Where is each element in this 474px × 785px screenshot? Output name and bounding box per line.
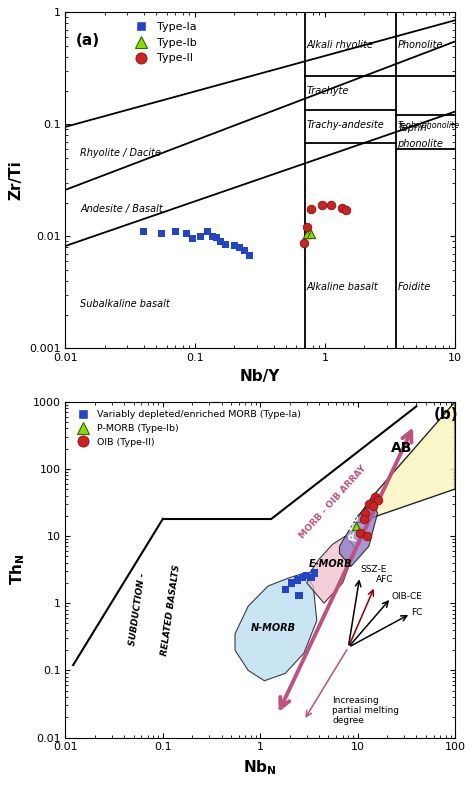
- Text: P-MORB: P-MORB: [349, 496, 363, 541]
- Text: Foidite: Foidite: [398, 283, 431, 292]
- Point: [303, 228, 310, 240]
- Point: [282, 583, 289, 596]
- Polygon shape: [353, 402, 455, 524]
- Text: AB: AB: [391, 440, 412, 455]
- Point: [236, 241, 244, 254]
- Point: [307, 571, 315, 584]
- Point: [374, 494, 382, 506]
- Point: [360, 513, 367, 525]
- Text: Rhyolite / Dacite: Rhyolite / Dacite: [80, 148, 161, 158]
- Legend: Type-Ia, Type-Ib, Type-II: Type-Ia, Type-Ib, Type-II: [126, 18, 201, 68]
- Point: [172, 225, 179, 238]
- Text: Increasing
partial melting
degree: Increasing partial melting degree: [332, 696, 400, 725]
- Point: [308, 203, 315, 215]
- Point: [362, 506, 369, 519]
- X-axis label: Nb$_\mathregular{N}$: Nb$_\mathregular{N}$: [244, 758, 277, 776]
- Text: phonolite: phonolite: [398, 139, 443, 149]
- Legend: Variably depleted/enriched MORB (Type-Ia), P-MORB (Type-Ib), OIB (Type-II): Variably depleted/enriched MORB (Type-Ia…: [70, 407, 304, 451]
- Point: [182, 228, 190, 240]
- Point: [293, 574, 301, 586]
- Text: Trachy-andesite: Trachy-andesite: [307, 120, 384, 130]
- Point: [299, 571, 306, 584]
- Text: MORB - OIB ARRAY: MORB - OIB ARRAY: [297, 464, 367, 541]
- Text: SUBDUCTION -: SUBDUCTION -: [128, 573, 147, 647]
- X-axis label: Nb/Y: Nb/Y: [240, 369, 281, 384]
- Point: [352, 520, 359, 532]
- Point: [338, 202, 346, 214]
- Point: [308, 228, 315, 240]
- Polygon shape: [235, 573, 317, 681]
- Point: [209, 230, 216, 243]
- Text: Andesite / Basalt: Andesite / Basalt: [80, 204, 163, 214]
- Polygon shape: [339, 502, 378, 567]
- Point: [204, 225, 212, 238]
- Point: [300, 236, 307, 249]
- Point: [370, 499, 377, 512]
- Text: Tephri-: Tephri-: [398, 122, 431, 133]
- Point: [197, 230, 204, 243]
- Point: [295, 590, 303, 602]
- Text: (a): (a): [76, 33, 100, 49]
- Text: Alkaline basalt: Alkaline basalt: [307, 283, 378, 292]
- Point: [303, 569, 310, 582]
- Point: [303, 221, 310, 234]
- Point: [158, 228, 165, 240]
- Text: AFC: AFC: [375, 575, 393, 585]
- Point: [241, 244, 248, 257]
- Point: [364, 530, 371, 542]
- Point: [246, 249, 253, 261]
- Text: FC: FC: [411, 608, 423, 617]
- Text: Alkali rhyolite: Alkali rhyolite: [307, 40, 374, 50]
- Point: [356, 527, 364, 539]
- Point: [371, 491, 379, 503]
- Text: E-MORB: E-MORB: [308, 559, 352, 568]
- Point: [319, 199, 326, 211]
- Point: [189, 232, 196, 245]
- Point: [365, 498, 373, 510]
- Text: Tephriphonolite: Tephriphonolite: [398, 122, 460, 130]
- Point: [140, 225, 147, 238]
- Point: [342, 204, 350, 217]
- Point: [311, 567, 319, 579]
- Point: [327, 199, 335, 211]
- Polygon shape: [307, 536, 356, 603]
- Y-axis label: Th$_\mathregular{N}$: Th$_\mathregular{N}$: [9, 554, 27, 586]
- Point: [221, 238, 229, 250]
- Point: [216, 236, 224, 248]
- Text: Subalkaline basalt: Subalkaline basalt: [80, 299, 170, 309]
- Text: Trachyte: Trachyte: [307, 86, 349, 97]
- Point: [231, 239, 238, 252]
- Text: OIB-CE: OIB-CE: [392, 592, 422, 601]
- Text: RELATED BASALTS: RELATED BASALTS: [160, 564, 182, 655]
- Text: N-MORB: N-MORB: [250, 623, 295, 633]
- Text: Phonolite: Phonolite: [398, 40, 443, 50]
- Y-axis label: Zr/Ti: Zr/Ti: [9, 160, 23, 200]
- Point: [212, 232, 220, 244]
- Text: SSZ-E: SSZ-E: [361, 565, 387, 574]
- Text: (b): (b): [434, 407, 458, 422]
- Point: [288, 577, 295, 590]
